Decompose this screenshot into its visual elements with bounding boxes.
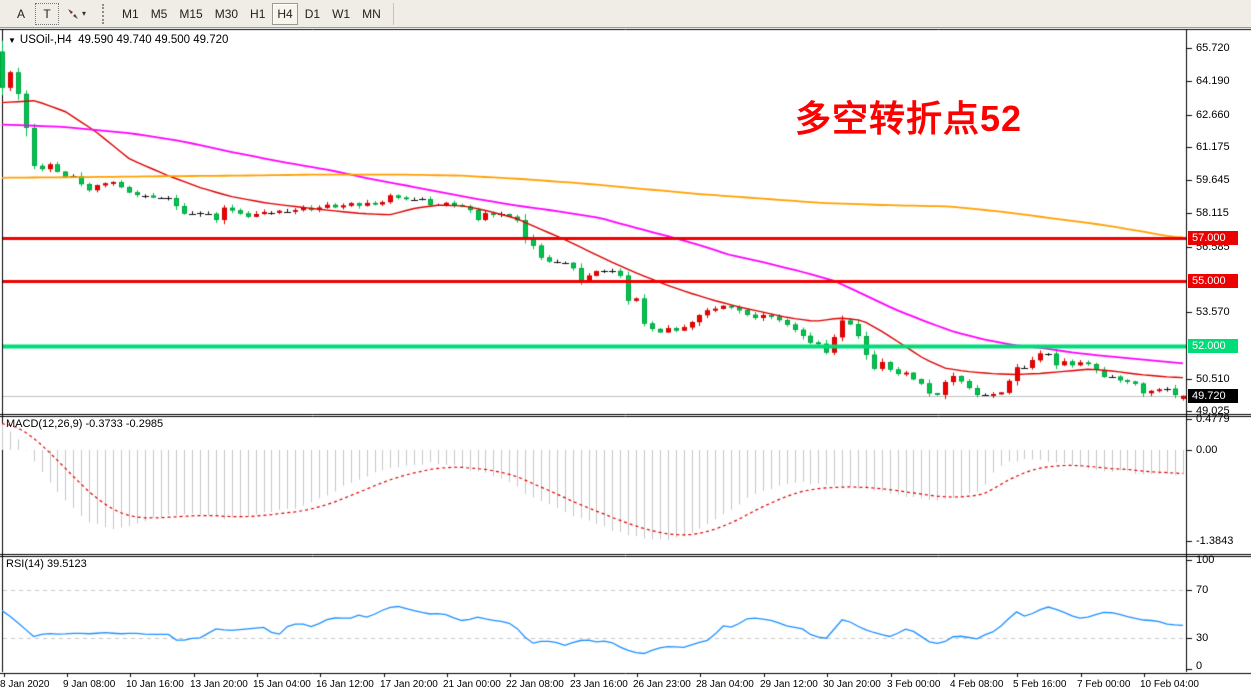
price-axis-label: 65.720 <box>1196 42 1230 54</box>
time-axis-label: 22 Jan 08:00 <box>506 679 564 690</box>
time-axis-label: 17 Jan 20:00 <box>380 679 438 690</box>
timeframe-button-H1[interactable]: H1 <box>250 6 266 21</box>
price-level-badge: 57.000 <box>1188 230 1238 245</box>
label-tool-button[interactable]: T <box>35 2 59 25</box>
time-axis-label: 28 Jan 04:00 <box>696 679 754 690</box>
price-axis-label: 61.175 <box>1196 140 1230 153</box>
macd-signal-value: -0.2985 <box>125 418 164 430</box>
macd-main-value: -0.3733 <box>85 418 123 430</box>
symbol-dropdown-icon[interactable]: ▼ <box>8 36 16 45</box>
price-level-badge: 55.000 <box>1188 274 1238 289</box>
timeframe-button-M1[interactable]: M1 <box>122 6 139 21</box>
time-axis-label: 30 Jan 20:00 <box>823 679 881 690</box>
rsi-axis-label: 0 <box>1196 660 1203 672</box>
time-axis-label: 29 Jan 12:00 <box>760 679 818 690</box>
rsi-axis-label: 70 <box>1196 584 1209 596</box>
time-axis-label: 13 Jan 20:00 <box>190 679 248 690</box>
chart-annotation-text[interactable]: 多空转折点52 <box>795 98 1023 139</box>
current-price-badge: 49.720 <box>1188 388 1238 403</box>
timeframe-button-H4[interactable]: H4 <box>272 2 298 25</box>
ohlc-low: 49.500 <box>154 34 191 46</box>
time-axis-label: 9 Jan 08:00 <box>63 679 116 690</box>
time-axis-label: 16 Jan 12:00 <box>316 679 374 690</box>
price-axis-label: 59.645 <box>1196 174 1230 187</box>
toolbar: A T ▾ M1 M5 M15 M30 H1 H4 D1 W1 MN <box>0 0 1251 28</box>
macd-name: MACD(12,26,9) <box>6 418 83 430</box>
arrows-tool-icon <box>66 7 80 21</box>
timeframe-group: M1 M5 M15 M30 H1 H4 D1 W1 MN <box>116 2 394 25</box>
ohlc-open: 49.590 <box>78 34 114 46</box>
chevron-down-icon: ▾ <box>82 9 87 18</box>
macd-axis-label: 0.00 <box>1196 444 1218 456</box>
rsi-axis-label: 30 <box>1196 632 1209 644</box>
timeframe-button-M15[interactable]: M15 <box>179 6 203 21</box>
time-axis-label: 8 Jan 2020 <box>0 679 50 690</box>
timeframe-button-MN[interactable]: MN <box>362 6 381 21</box>
chart-title: ▼ USOil-,H4 49.590 49.740 49.500 49.720 <box>8 34 228 46</box>
time-axis-label: 10 Feb 04:00 <box>1140 679 1199 690</box>
price-axis-label: 62.660 <box>1196 108 1230 121</box>
price-level-badge: 52.000 <box>1188 339 1238 354</box>
timeframe-button-D1[interactable]: D1 <box>304 6 321 21</box>
timeframe-button-W1[interactable]: W1 <box>332 6 351 21</box>
price-axis-label: 50.510 <box>1196 372 1230 385</box>
time-axis-label: 5 Feb 16:00 <box>1013 679 1067 690</box>
price-axis-label: 64.190 <box>1196 75 1230 88</box>
time-axis-label: 26 Jan 23:00 <box>633 679 691 690</box>
time-axis-label: 21 Jan 00:00 <box>443 679 501 690</box>
symbol-period-label: USOil-,H4 <box>19 34 72 46</box>
ohlc-close: 49.720 <box>193 34 229 46</box>
ohlc-high: 49.740 <box>116 34 152 46</box>
arrows-tool-button[interactable]: ▾ <box>61 3 91 25</box>
rsi-axis-label: 100 <box>1196 554 1215 566</box>
time-axis-label: 23 Jan 16:00 <box>570 679 628 690</box>
text-tool-button[interactable]: A <box>16 6 25 21</box>
macd-axis-label: 0.4779 <box>1196 412 1230 425</box>
macd-axis-label: -1.3843 <box>1196 534 1234 547</box>
time-axis-label: 4 Feb 08:00 <box>950 679 1004 690</box>
price-axis-label: 53.570 <box>1196 306 1230 319</box>
time-axis-label: 15 Jan 04:00 <box>253 679 311 690</box>
time-axis-label: 10 Jan 16:00 <box>126 679 184 690</box>
toolbar-left-group: A T ▾ <box>0 2 116 25</box>
macd-indicator-label: MACD(12,26,9) -0.3733 -0.2985 <box>6 418 163 430</box>
toolbar-grip-handle[interactable] <box>102 3 108 24</box>
time-axis-label: 3 Feb 00:00 <box>887 679 941 690</box>
rsi-name: RSI(14) <box>6 558 44 570</box>
price-axis-label: 49.025 <box>1196 404 1230 417</box>
time-axis-label: 7 Feb 00:00 <box>1077 679 1131 690</box>
timeframe-button-M5[interactable]: M5 <box>150 6 168 21</box>
price-axis-label: 58.115 <box>1196 207 1229 220</box>
rsi-value: 39.5123 <box>46 558 87 570</box>
timeframe-button-M30[interactable]: M30 <box>214 6 239 21</box>
rsi-indicator-label: RSI(14) 39.5123 <box>6 558 87 570</box>
